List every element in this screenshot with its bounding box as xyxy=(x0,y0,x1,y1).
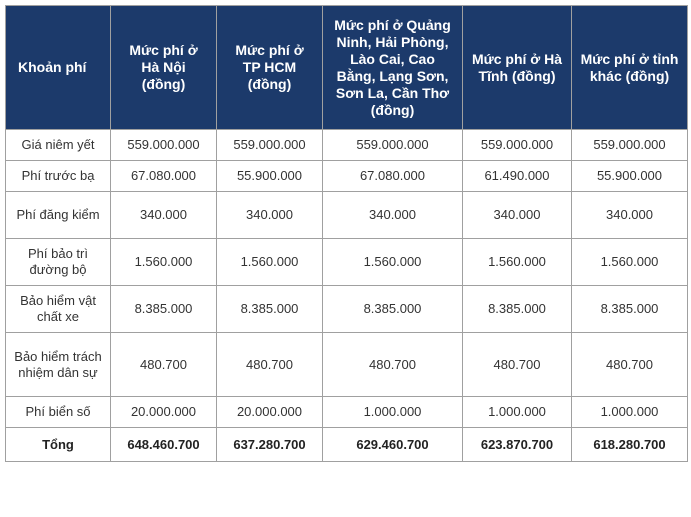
fee-cell: 8.385.000 xyxy=(110,285,217,333)
fee-cell: 340.000 xyxy=(322,191,463,239)
header-cell: Mức phí ở tỉnh khác (đồng) xyxy=(571,5,688,130)
table-row: Phí đăng kiểm 340.000 340.000 340.000 340.00… xyxy=(5,191,688,239)
fee-cell: 1.560.000 xyxy=(216,238,323,286)
fee-cell: 8.385.000 xyxy=(462,285,572,333)
fee-cell: 559.000.000 xyxy=(571,129,688,161)
table-row: Phí bảo trì đường bộ 1.560.000 1.560.000 1.… xyxy=(5,238,688,286)
fee-cell: 67.080.000 xyxy=(322,160,463,192)
fee-cell: 55.900.000 xyxy=(571,160,688,192)
fee-cell: 629.460.700 xyxy=(322,427,463,462)
header-cell: Khoản phí xyxy=(5,5,111,130)
fee-cell: 559.000.000 xyxy=(322,129,463,161)
fee-cell: 67.080.000 xyxy=(110,160,217,192)
table-row: Bảo hiểm trách nhiệm dân sự 480.700 480.70… xyxy=(5,332,688,397)
fee-cell: 340.000 xyxy=(462,191,572,239)
header-cell: Mức phí ở TP HCM (đồng) xyxy=(216,5,323,130)
row-label: Giá niêm yết xyxy=(5,129,111,161)
fee-cell: 559.000.000 xyxy=(110,129,217,161)
fee-cell: 1.560.000 xyxy=(322,238,463,286)
header-row: Khoản phí Mức phí ở Hà Nội (đồng) Mức phí … xyxy=(5,5,688,130)
fee-cell: 559.000.000 xyxy=(462,129,572,161)
fee-cell: 623.870.700 xyxy=(462,427,572,462)
row-label: Bảo hiểm vật chất xe xyxy=(5,285,111,333)
fee-cell: 648.460.700 xyxy=(110,427,217,462)
fee-cell: 480.700 xyxy=(110,332,217,397)
fee-cell: 637.280.700 xyxy=(216,427,323,462)
fee-cell: 1.000.000 xyxy=(322,396,463,428)
fee-cell: 8.385.000 xyxy=(571,285,688,333)
fee-cell: 1.560.000 xyxy=(110,238,217,286)
table-row: Tổng 648.460.700 637.280.700 629.460.700 623… xyxy=(5,427,688,462)
table-row: Giá niêm yết 559.000.000 559.000.000 559.00… xyxy=(5,129,688,161)
row-label: Phí bảo trì đường bộ xyxy=(5,238,111,286)
fee-cell: 1.560.000 xyxy=(571,238,688,286)
row-label: Phí trước bạ xyxy=(5,160,111,192)
fee-cell: 480.700 xyxy=(322,332,463,397)
row-label: Phí biển số xyxy=(5,396,111,428)
fee-cell: 61.490.000 xyxy=(462,160,572,192)
fee-cell: 340.000 xyxy=(571,191,688,239)
table-row: Bảo hiểm vật chất xe 8.385.000 8.385.000 8.… xyxy=(5,285,688,333)
fee-cell: 1.560.000 xyxy=(462,238,572,286)
fee-cell: 20.000.000 xyxy=(110,396,217,428)
table-row: Phí trước bạ 67.080.000 55.900.000 67.080.0… xyxy=(5,160,688,192)
fee-cell: 1.000.000 xyxy=(571,396,688,428)
fee-cell: 480.700 xyxy=(571,332,688,397)
header-cell: Mức phí ở Hà Tĩnh (đồng) xyxy=(462,5,572,130)
fee-cell: 8.385.000 xyxy=(216,285,323,333)
table-body: Giá niêm yết 559.000.000 559.000.000 559.00… xyxy=(5,129,688,462)
fee-cell: 340.000 xyxy=(216,191,323,239)
header-cell: Mức phí ở Hà Nội (đồng) xyxy=(110,5,217,130)
fee-cell: 8.385.000 xyxy=(322,285,463,333)
fee-cell: 55.900.000 xyxy=(216,160,323,192)
fee-cell: 480.700 xyxy=(462,332,572,397)
fee-cell: 340.000 xyxy=(110,191,217,239)
fee-table: Khoản phí Mức phí ở Hà Nội (đồng) Mức phí … xyxy=(5,5,688,462)
fee-cell: 20.000.000 xyxy=(216,396,323,428)
table-row: Phí biển số 20.000.000 20.000.000 1.000.000… xyxy=(5,396,688,428)
fee-cell: 1.000.000 xyxy=(462,396,572,428)
fee-cell: 480.700 xyxy=(216,332,323,397)
fee-cell: 559.000.000 xyxy=(216,129,323,161)
fee-cell: 618.280.700 xyxy=(571,427,688,462)
row-label: Bảo hiểm trách nhiệm dân sự xyxy=(5,332,111,397)
row-label: Tổng xyxy=(5,427,111,462)
header-cell: Mức phí ở Quảng Ninh, Hải Phòng, Lào Cai… xyxy=(322,5,463,130)
row-label: Phí đăng kiểm xyxy=(5,191,111,239)
